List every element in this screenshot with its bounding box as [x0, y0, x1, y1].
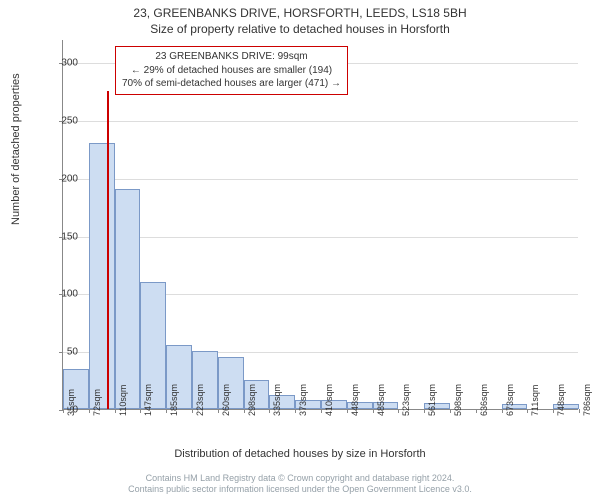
xtick-mark: [269, 409, 270, 413]
xtick-label: 448sqm: [350, 384, 360, 416]
x-axis-title: Distribution of detached houses by size …: [0, 448, 600, 460]
xtick-label: 523sqm: [401, 384, 411, 416]
ytick-label: 100: [48, 289, 78, 300]
xtick-mark: [321, 409, 322, 413]
y-axis-title: Number of detached properties: [10, 73, 22, 225]
footer-line1: Contains HM Land Registry data © Crown c…: [0, 473, 600, 485]
histogram-bar: [89, 143, 115, 409]
annotation-line3: 70% of semi-detached houses are larger (…: [122, 77, 341, 91]
reference-marker-line: [107, 91, 109, 409]
xtick-mark: [476, 409, 477, 413]
xtick-mark: [192, 409, 193, 413]
xtick-label: 373sqm: [298, 384, 308, 416]
xtick-label: 223sqm: [195, 384, 205, 416]
xtick-label: 298sqm: [247, 384, 257, 416]
xtick-label: 260sqm: [221, 384, 231, 416]
ytick-label: 300: [48, 58, 78, 69]
xtick-mark: [89, 409, 90, 413]
ytick-label: 200: [48, 173, 78, 184]
xtick-mark: [502, 409, 503, 413]
chart-title-line2: Size of property relative to detached ho…: [0, 22, 600, 36]
xtick-label: 147sqm: [143, 384, 153, 416]
ytick-label: 0: [48, 405, 78, 416]
gridline: [63, 121, 578, 122]
xtick-mark: [115, 409, 116, 413]
xtick-label: 110sqm: [118, 385, 128, 416]
xtick-mark: [347, 409, 348, 413]
xtick-mark: [373, 409, 374, 413]
xtick-mark: [579, 409, 580, 413]
xtick-mark: [166, 409, 167, 413]
histogram-bar: [115, 189, 141, 409]
gridline: [63, 179, 578, 180]
annotation-line1: 23 GREENBANKS DRIVE: 99sqm: [122, 50, 341, 64]
footer-line2: Contains public sector information licen…: [0, 484, 600, 496]
xtick-label: 673sqm: [505, 384, 515, 416]
xtick-label: 410sqm: [324, 384, 334, 416]
xtick-mark: [450, 409, 451, 413]
xtick-label: 598sqm: [453, 384, 463, 416]
xtick-label: 711sqm: [530, 385, 540, 416]
annotation-line2: ← 29% of detached houses are smaller (19…: [122, 64, 341, 78]
xtick-mark: [140, 409, 141, 413]
xtick-label: 561sqm: [427, 384, 437, 416]
xtick-mark: [527, 409, 528, 413]
ytick-label: 150: [48, 231, 78, 242]
xtick-label: 748sqm: [556, 384, 566, 416]
xtick-label: 786sqm: [582, 384, 592, 416]
xtick-mark: [244, 409, 245, 413]
annotation-box: 23 GREENBANKS DRIVE: 99sqm ← 29% of deta…: [115, 46, 348, 95]
ytick-label: 250: [48, 115, 78, 126]
ytick-label: 50: [48, 347, 78, 358]
xtick-label: 485sqm: [376, 384, 386, 416]
chart-title-line1: 23, GREENBANKS DRIVE, HORSFORTH, LEEDS, …: [0, 6, 600, 20]
xtick-mark: [218, 409, 219, 413]
xtick-mark: [553, 409, 554, 413]
xtick-mark: [398, 409, 399, 413]
footer-attribution: Contains HM Land Registry data © Crown c…: [0, 473, 600, 496]
xtick-mark: [295, 409, 296, 413]
xtick-mark: [424, 409, 425, 413]
xtick-label: 636sqm: [479, 384, 489, 416]
chart-container: 23, GREENBANKS DRIVE, HORSFORTH, LEEDS, …: [0, 0, 600, 500]
xtick-label: 72sqm: [92, 389, 102, 416]
xtick-label: 335sqm: [272, 384, 282, 416]
xtick-label: 185sqm: [169, 384, 179, 416]
plot-area: 35sqm72sqm110sqm147sqm185sqm223sqm260sqm…: [62, 40, 578, 410]
